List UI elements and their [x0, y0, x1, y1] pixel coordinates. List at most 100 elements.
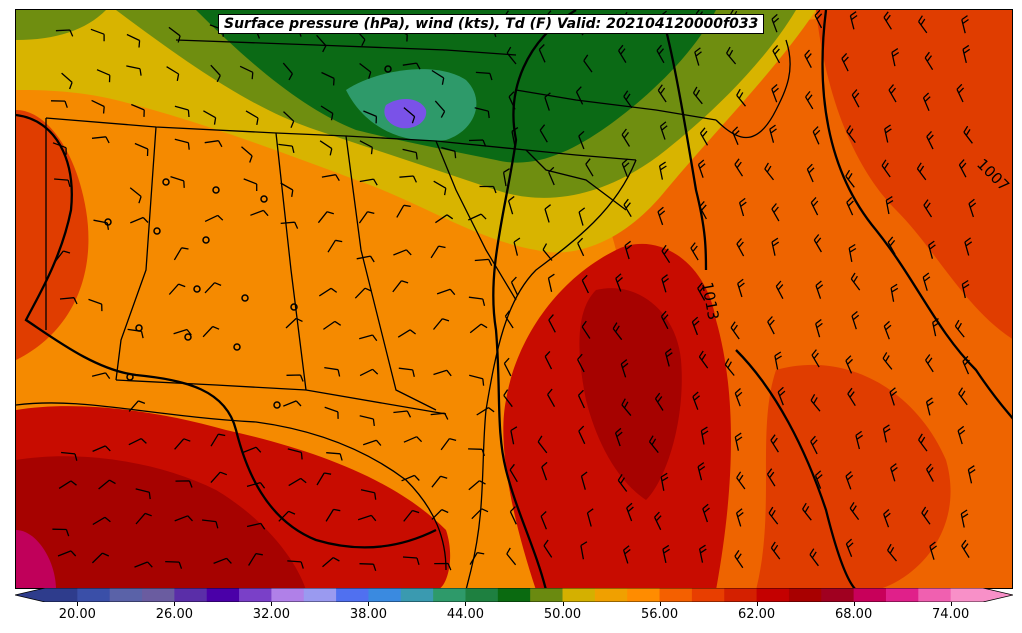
wind-barb [510, 426, 518, 445]
wind-barb [921, 506, 931, 525]
wind-barb [431, 69, 445, 85]
wind-barb [243, 178, 258, 191]
wind-barb [359, 563, 377, 572]
colorbar-tick [950, 602, 952, 606]
wind-barb [771, 13, 780, 33]
wind-barb [393, 410, 412, 418]
wind-barb [544, 92, 551, 111]
wind-barb [241, 146, 253, 163]
wind-barb [662, 544, 670, 564]
wind-barb [468, 213, 487, 221]
wind-barb [316, 34, 327, 53]
wind-barb [246, 522, 266, 530]
colorbar-segment [530, 588, 564, 602]
wind-barb [815, 280, 824, 299]
colorbar-segment [433, 588, 467, 602]
colorbar-tick-label: 32.00 [252, 607, 291, 622]
wind-barb [363, 110, 378, 124]
map-plot-area: 1013 1007 [15, 9, 1013, 589]
wind-barb [770, 541, 781, 560]
wind-barb [435, 214, 454, 224]
colorbar-tick [465, 602, 467, 606]
isobar-east [821, 10, 1012, 420]
wind-barb [580, 471, 588, 490]
boundary-ga-sc [435, 140, 517, 301]
wind-barb [812, 126, 821, 145]
wind-barb [511, 127, 519, 146]
wind-barb [431, 509, 449, 520]
wind-barb [845, 169, 855, 188]
wind-barb [479, 185, 497, 194]
wind-barb [324, 366, 341, 377]
wind-barb [441, 146, 457, 159]
wind-barbs [50, 10, 977, 572]
isobar-1013 [664, 29, 708, 271]
wind-barb [50, 100, 68, 108]
wind-barb [165, 560, 183, 569]
calm-wind-marker [153, 227, 161, 235]
wind-barb [52, 528, 70, 537]
colorbar-tick-label: 74.00 [932, 607, 970, 622]
calm-wind-marker [384, 65, 392, 73]
calm-wind-marker [212, 186, 220, 194]
colorbar-segment [885, 588, 919, 602]
wind-barb [544, 350, 553, 370]
wind-barb [577, 237, 585, 257]
colorbar-tick [659, 602, 661, 606]
colorbar-segment [303, 588, 337, 602]
wind-barb [618, 44, 627, 63]
wind-barb [359, 334, 378, 342]
wind-barb [968, 198, 977, 218]
wind-barb [317, 211, 334, 224]
wind-barb [734, 550, 744, 569]
wind-barb [547, 388, 556, 408]
wind-barb [810, 196, 819, 216]
calm-wind-marker [290, 303, 298, 311]
wind-barb [469, 551, 485, 565]
wind-barb [882, 424, 891, 443]
wind-barb [403, 509, 420, 522]
wind-barb [504, 310, 514, 329]
wind-barb [469, 323, 488, 334]
colorbar-tick [562, 602, 564, 606]
wind-barb [547, 273, 555, 292]
colorbar-segment [239, 588, 273, 602]
wind-barb [926, 130, 934, 150]
wind-barb [324, 406, 339, 419]
wind-barb [813, 234, 822, 253]
wind-barb [767, 316, 775, 335]
colorbar-tick-label: 38.00 [349, 607, 388, 622]
wind-barb [433, 180, 447, 196]
wind-barb [403, 107, 416, 124]
wind-barb [736, 238, 745, 257]
wind-barb [242, 446, 262, 454]
wind-barb [174, 515, 193, 522]
wind-barb [210, 471, 228, 484]
wind-barb [436, 288, 456, 296]
wind-barb [59, 297, 78, 305]
colorbar-segment [821, 588, 855, 602]
wind-barb [362, 439, 382, 446]
wind-barb [964, 237, 973, 256]
isobar-se [735, 349, 856, 588]
wind-barb [699, 200, 707, 220]
wind-barb [924, 51, 934, 71]
colorbar [15, 588, 1013, 602]
state-boundaries [16, 39, 791, 588]
wind-barb [280, 182, 294, 198]
wind-barb [815, 318, 823, 338]
wind-barb [326, 452, 343, 461]
wind-barb [699, 127, 709, 146]
wind-barb [174, 105, 190, 118]
wind-barb [958, 159, 967, 178]
wind-barb [126, 65, 142, 76]
wind-barb [204, 214, 224, 222]
wind-barb [702, 503, 710, 523]
wind-barb [322, 557, 340, 568]
colorbar-tick [174, 602, 176, 606]
wind-barb [126, 33, 141, 48]
wind-barb [98, 479, 116, 490]
wind-barb [539, 124, 548, 143]
wind-barb [502, 168, 510, 187]
wind-barb [846, 196, 854, 216]
